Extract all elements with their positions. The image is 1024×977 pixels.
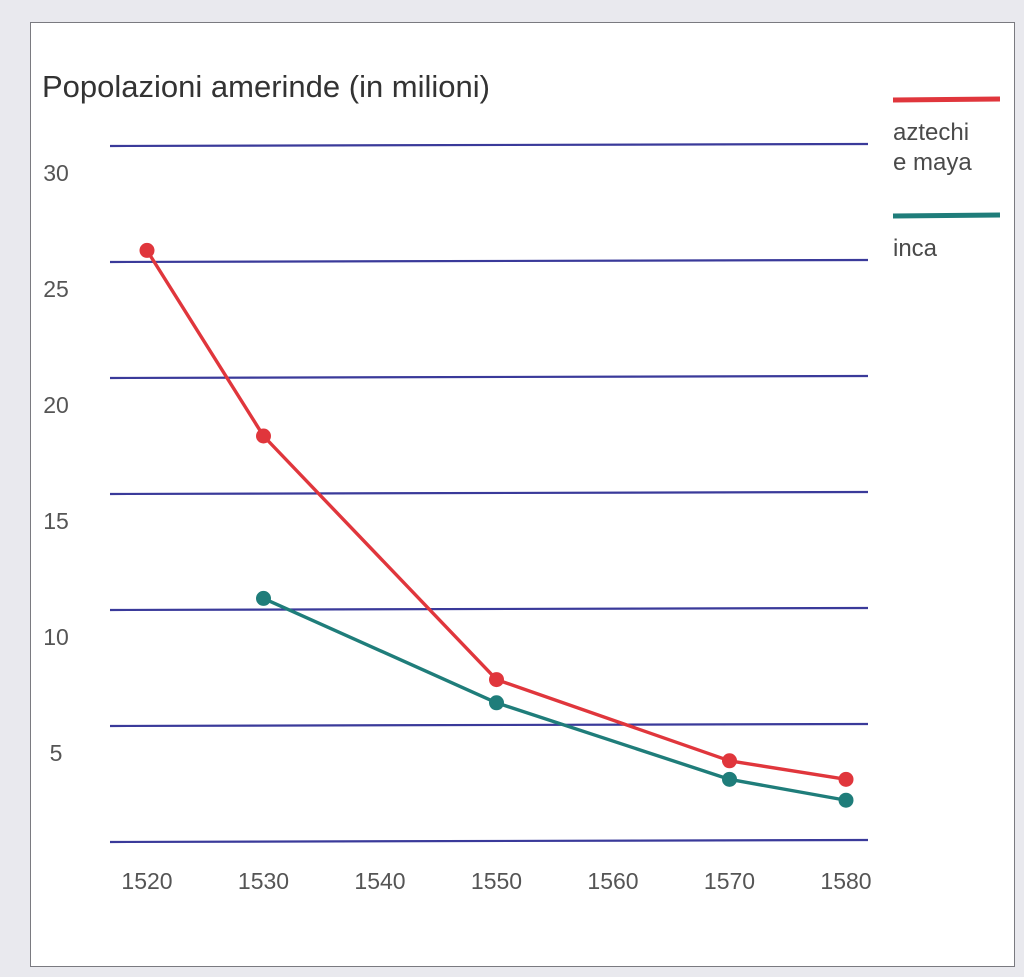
data-point (256, 590, 271, 606)
legend-swatch (892, 96, 1001, 103)
x-tick-label: 1570 (704, 868, 755, 894)
x-tick-label: 1540 (354, 868, 405, 894)
x-axis-labels: 1520 1530 1540 1550 1560 1570 1580 (121, 868, 871, 894)
grid-line (109, 258, 869, 264)
grid-line (109, 490, 869, 496)
data-point (256, 428, 271, 444)
x-tick-label: 1520 (121, 868, 172, 894)
legend-label: aztechi e maya (893, 119, 972, 176)
data-point (139, 242, 155, 258)
grid-line (109, 606, 869, 612)
data-point (489, 695, 504, 711)
series-lines (139, 242, 854, 808)
y-axis-labels: 5 10 15 20 25 30 (43, 160, 69, 766)
data-point (838, 771, 854, 787)
x-tick-label: 1560 (587, 868, 638, 894)
grid-line (109, 374, 869, 380)
data-point (838, 792, 854, 808)
grid-lines (109, 142, 869, 844)
data-point (722, 771, 737, 787)
legend: aztechi e maya inca (892, 96, 1001, 262)
x-tick-label: 1580 (820, 868, 871, 894)
y-tick-label: 10 (43, 624, 69, 650)
y-tick-label: 5 (50, 740, 63, 766)
y-tick-label: 30 (43, 160, 69, 186)
data-point (722, 753, 737, 769)
data-point (489, 672, 504, 688)
legend-label: inca (893, 235, 938, 262)
grid-line (109, 142, 869, 148)
y-tick-label: 15 (43, 508, 69, 534)
y-tick-label: 20 (43, 392, 69, 418)
y-tick-label: 25 (43, 276, 69, 302)
chart-title: Popolazioni amerinde (in milioni) (42, 69, 490, 104)
grid-line (109, 838, 869, 844)
series-line (262, 596, 847, 802)
grid-line (109, 722, 869, 728)
x-tick-label: 1530 (238, 868, 289, 894)
x-tick-label: 1550 (471, 868, 522, 894)
legend-swatch (892, 212, 1001, 219)
